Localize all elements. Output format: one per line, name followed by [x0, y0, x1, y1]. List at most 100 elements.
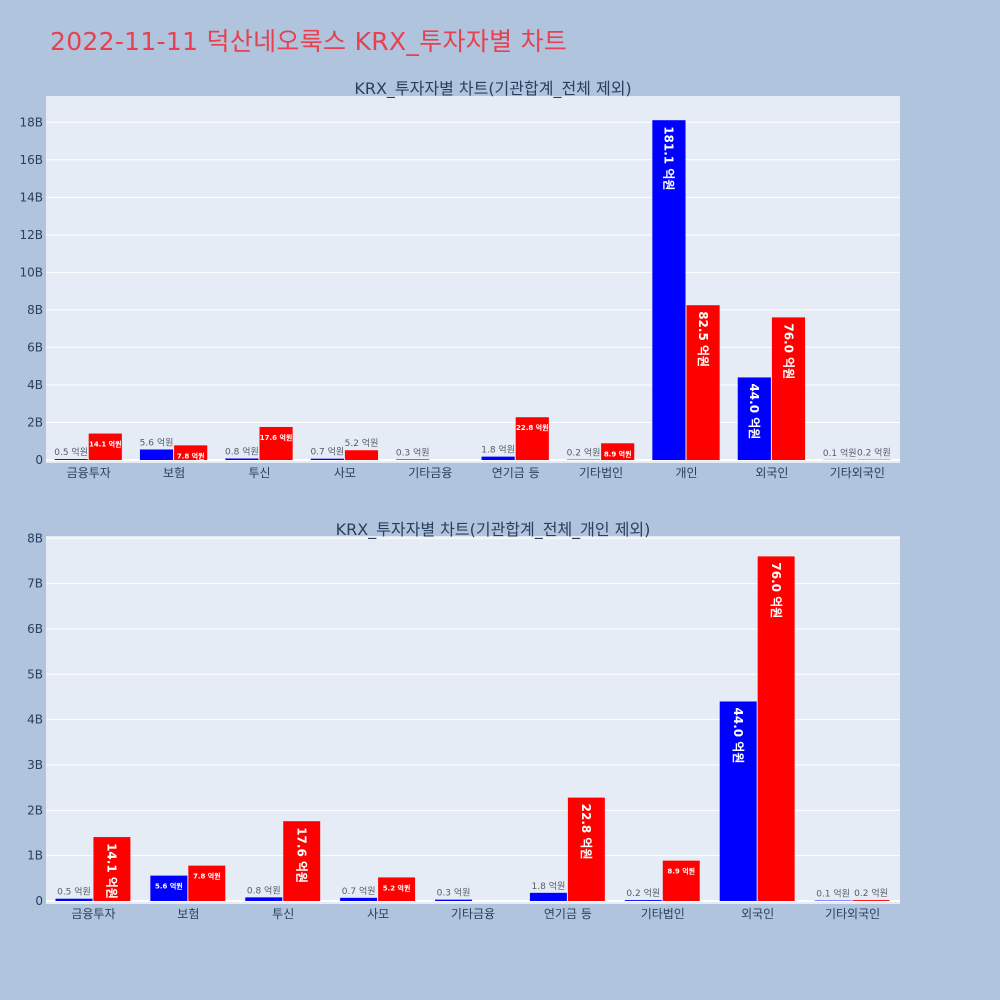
bar[interactable] — [686, 305, 720, 460]
bar[interactable] — [245, 897, 283, 901]
bar[interactable] — [150, 875, 188, 901]
bar[interactable] — [378, 877, 416, 901]
x-tick-label: 연기금 등 — [492, 466, 540, 480]
bar-data-label: 5.2 억원 — [345, 437, 379, 449]
bar[interactable] — [719, 701, 757, 901]
y-tick-label: 5B — [27, 667, 43, 681]
y-tick-label: 18B — [19, 115, 43, 129]
y-tick-label: 1B — [27, 849, 43, 863]
x-tick-label: 외국인 — [741, 907, 774, 921]
bar[interactable] — [54, 459, 88, 460]
bar-data-label: 22.8 억원 — [516, 423, 549, 432]
y-tick-label: 8B — [27, 531, 43, 545]
bar-data-label: 76.0 억원 — [769, 562, 783, 618]
bar-data-label: 7.8 억원 — [177, 451, 205, 460]
bar[interactable] — [259, 426, 293, 460]
bar[interactable] — [435, 899, 472, 901]
bar-data-label: 5.2 억원 — [383, 883, 411, 892]
bar[interactable] — [283, 821, 321, 901]
bar[interactable] — [481, 456, 515, 460]
y-tick-label: 8B — [27, 303, 43, 317]
x-tick-label: 기타법인 — [641, 907, 685, 921]
chart-2: 0 1B 2B 3B 4B 5B 6B 7B 8B KRX_투자자별 차트(기관합계_전체_개인 … — [27, 520, 900, 921]
bar[interactable] — [567, 797, 605, 901]
bar-data-label: 14.1 억원 — [105, 843, 119, 899]
bar-data-label: 0.3 억원 — [437, 887, 471, 899]
bar-data-label: 17.6 억원 — [260, 433, 293, 442]
bar-data-label: 0.1 억원 — [816, 888, 850, 900]
y-tick-label: 4B — [27, 378, 43, 392]
bar[interactable] — [344, 450, 379, 460]
y-tick-label: 7B — [27, 577, 43, 591]
bar[interactable] — [515, 417, 549, 460]
bar[interactable] — [93, 837, 131, 901]
bar-data-label: 76.0 억원 — [781, 323, 795, 379]
bar[interactable] — [737, 377, 771, 460]
bar[interactable] — [88, 433, 122, 460]
y-tick-label: 2B — [27, 803, 43, 817]
bar[interactable] — [225, 458, 259, 460]
bar-data-label: 181.1 억원 — [662, 126, 676, 190]
y-tick-label: 0 — [35, 894, 43, 908]
bar[interactable] — [310, 458, 344, 460]
chart-title: KRX_투자자별 차트(기관합계_전체_개인 제외) — [336, 520, 651, 540]
x-tick-label: 기타금융 — [408, 466, 452, 480]
chart-1: 0 2B 4B 6B 8B 10B 12B 14B 16B 18B KRX_투자자별 차트(기관합계… — [19, 79, 900, 480]
bar[interactable] — [852, 900, 890, 901]
x-tick-label: 금융투자 — [71, 907, 115, 921]
bar-data-label: 1.8 억원 — [481, 444, 515, 456]
chart-title: KRX_투자자별 차트(기관합계_전체 제외) — [354, 79, 631, 99]
bar-data-label: 0.1 억원 — [823, 447, 857, 459]
bar-data-label: 0.5 억원 — [54, 446, 88, 458]
bar-data-label: 7.8 억원 — [193, 872, 221, 881]
x-tick-label: 개인 — [675, 466, 697, 480]
x-tick-label: 기타외국인 — [825, 907, 880, 921]
y-tick-label: 10B — [19, 265, 43, 279]
bar[interactable] — [652, 120, 686, 460]
x-tick-label: 투신 — [248, 466, 270, 480]
x-tick-label: 투신 — [272, 907, 294, 921]
x-tick-label: 기타금융 — [451, 907, 495, 921]
bar[interactable] — [771, 317, 806, 460]
bar-data-label: 5.6 억원 — [155, 882, 183, 891]
bar-data-label: 0.2 억원 — [626, 887, 660, 899]
y-tick-label: 2B — [27, 415, 43, 429]
bar[interactable] — [188, 865, 226, 901]
bar-data-label: 0.8 억원 — [225, 445, 259, 457]
x-tick-label: 기타법인 — [579, 466, 623, 480]
bar[interactable] — [396, 459, 430, 460]
bar-data-label: 1.8 억원 — [532, 880, 566, 892]
y-tick-label: 6B — [27, 622, 43, 636]
bar-data-label: 5.6 억원 — [140, 436, 174, 448]
x-tick-label: 외국인 — [755, 466, 788, 480]
bar-data-label: 0.3 억원 — [396, 446, 430, 458]
page-title: 2022-11-11 덕산네오룩스 KRX_투자자별 차트 — [50, 27, 568, 56]
y-tick-label: 4B — [27, 713, 43, 727]
bar-data-label: 0.7 억원 — [310, 446, 344, 458]
bar-data-label: 8.9 억원 — [604, 449, 632, 458]
bar[interactable] — [55, 898, 93, 901]
x-tick-label: 보험 — [177, 907, 199, 921]
x-tick-label: 보험 — [163, 466, 185, 480]
bar-data-label: 8.9 억원 — [667, 867, 695, 876]
y-tick-label: 3B — [27, 758, 43, 772]
y-tick-label: 6B — [27, 340, 43, 354]
x-tick-label: 사모 — [367, 907, 389, 921]
y-tick-label: 0 — [35, 453, 43, 467]
bar-data-label: 0.7 억원 — [342, 885, 376, 897]
y-tick-label: 12B — [19, 228, 43, 242]
bar[interactable] — [601, 443, 635, 460]
bar-data-label: 44.0 억원 — [731, 707, 745, 763]
bar-data-label: 22.8 억원 — [579, 804, 593, 860]
y-tick-label: 16B — [19, 153, 43, 167]
bar[interactable] — [662, 860, 700, 901]
bar-data-label: 0.2 억원 — [854, 887, 888, 899]
bar[interactable] — [624, 900, 662, 901]
y-tick-label: 14B — [19, 190, 43, 204]
bar[interactable] — [340, 897, 378, 901]
bar[interactable] — [174, 445, 208, 460]
bar[interactable] — [757, 556, 795, 901]
bar[interactable] — [529, 892, 567, 901]
bar[interactable] — [139, 449, 174, 460]
